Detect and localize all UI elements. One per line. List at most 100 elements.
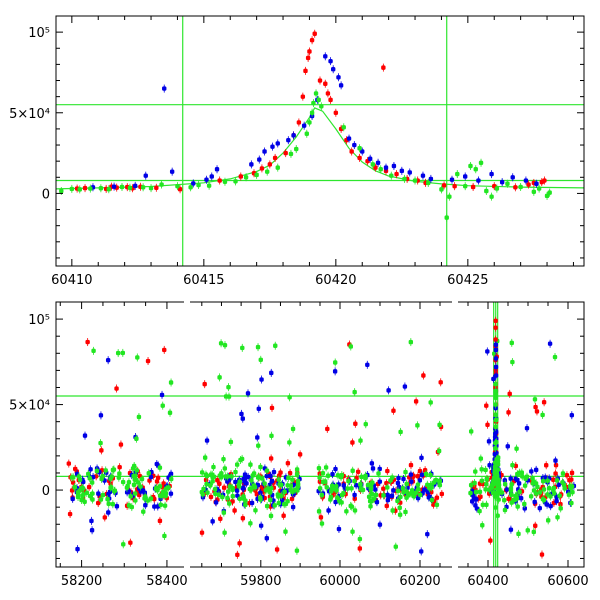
top-point-green (402, 174, 407, 183)
bottom-point-green (110, 466, 116, 475)
bottom-point-red (413, 397, 419, 406)
top-point-red (259, 164, 265, 173)
bottom-point-green (103, 466, 108, 475)
bottom-point-green (480, 521, 485, 530)
bottom-point-red (553, 469, 558, 478)
bottom-point-green (437, 420, 442, 429)
bottom-point-green (258, 463, 263, 472)
bottom-point-red (355, 467, 361, 476)
bottom-point-blue (569, 411, 575, 420)
bottom-x-tick-label: 60200 (399, 574, 440, 589)
top-point-green (188, 183, 193, 192)
bottom-point-green (540, 410, 545, 419)
bottom-point-blue (386, 492, 391, 501)
bottom-point-blue (88, 465, 93, 474)
bottom-point-red (145, 357, 151, 366)
bottom-point-green (226, 392, 232, 401)
bottom-point-blue (401, 475, 406, 484)
bottom-point-green (349, 484, 354, 493)
bottom-point-red (155, 473, 161, 482)
bottom-point-green (225, 494, 230, 503)
top-point-blue (323, 52, 328, 61)
bottom-point-blue (143, 501, 148, 510)
bottom-point-green (437, 476, 443, 485)
bottom-point-green (225, 472, 230, 481)
bottom-point-green (320, 469, 326, 478)
bottom-point-blue (213, 498, 219, 507)
bottom-point-red (268, 454, 274, 463)
bottom-point-red (438, 378, 443, 387)
bottom-point-green (369, 497, 374, 506)
bottom-point-blue (264, 534, 270, 543)
bottom-point-green (436, 446, 442, 455)
bottom-point-green (132, 475, 137, 484)
bottom-point-green (515, 502, 520, 511)
bottom-point-green (509, 480, 514, 489)
bottom-point-red (86, 483, 92, 492)
bottom-point-blue (491, 374, 496, 383)
bottom-point-blue (89, 516, 94, 525)
top-point-red (82, 184, 88, 193)
bottom-point-green (283, 527, 288, 536)
bottom-point-red (564, 471, 570, 480)
bottom-point-green (110, 500, 116, 509)
bottom-point-blue (493, 371, 499, 380)
bottom-point-red (218, 514, 223, 523)
top-point-blue (162, 84, 167, 93)
bottom-point-green (80, 491, 85, 500)
bottom-point-green (142, 492, 148, 501)
top-point-green (98, 184, 104, 193)
axis-break-gap (452, 566, 458, 568)
bottom-point-green (168, 475, 174, 484)
bottom-point-green (480, 500, 486, 509)
bottom-point-green (478, 454, 484, 463)
top-point-red (526, 180, 531, 189)
top-point-red (312, 29, 317, 38)
bottom-point-red (551, 475, 556, 484)
top-point-green (426, 178, 431, 187)
bottom-point-red (73, 464, 78, 473)
bottom-point-blue (269, 368, 274, 377)
bottom-point-green (290, 475, 295, 484)
flare-zoom-panel: 0 5×10⁴ 10⁵ 60410 60415 60420 60425 (9, 15, 585, 288)
bottom-point-blue (471, 494, 477, 503)
bottom-point-green (87, 492, 93, 501)
bottom-point-green (279, 491, 284, 500)
bottom-point-blue (493, 345, 499, 354)
top-x-tick-label: 60415 (183, 273, 224, 288)
bottom-point-green (413, 488, 418, 497)
bottom-point-blue (533, 465, 539, 474)
bottom-point-green (494, 438, 499, 447)
top-point-green (206, 181, 212, 190)
top-point-green (106, 185, 111, 194)
bottom-point-green (495, 511, 500, 520)
bottom-point-blue (168, 489, 174, 498)
bottom-point-green (337, 497, 342, 506)
bottom-point-green (238, 455, 243, 464)
bottom-point-green (160, 401, 165, 410)
bottom-point-green (138, 482, 143, 491)
bottom-point-green (560, 469, 566, 478)
top-point-green (309, 108, 315, 117)
bottom-point-green (360, 485, 366, 494)
bottom-point-blue (258, 521, 264, 530)
bottom-point-blue (486, 437, 492, 446)
bottom-point-red (274, 545, 280, 554)
bottom-point-green (552, 353, 558, 362)
top-point-blue (476, 176, 481, 185)
bottom-point-green (228, 437, 234, 446)
bottom-point-green (388, 476, 393, 485)
bottom-point-green (285, 481, 290, 490)
top-point-green (313, 89, 319, 98)
bottom-point-green (346, 477, 351, 486)
bottom-point-red (350, 438, 355, 447)
bottom-point-green (472, 478, 477, 487)
bottom-point-red (99, 446, 104, 455)
bottom-point-green (259, 474, 265, 483)
top-point-red (349, 147, 354, 156)
bottom-point-green (155, 486, 160, 495)
bottom-point-green (558, 504, 563, 513)
top-point-blue (391, 162, 397, 170)
bottom-point-blue (508, 474, 513, 483)
bottom-point-green (537, 488, 543, 497)
